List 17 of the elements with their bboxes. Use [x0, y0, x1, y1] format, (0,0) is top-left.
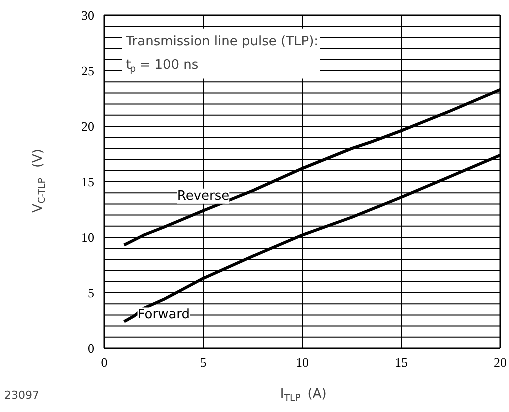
- y-tick-label: 10: [82, 230, 94, 245]
- series-label: Forward: [138, 308, 190, 323]
- y-tick-label: 5: [88, 286, 94, 300]
- y-tick-label: 15: [82, 174, 94, 190]
- x-tick-label: 0: [101, 355, 108, 370]
- y-tick-label: 30: [82, 8, 94, 23]
- x-tick-label: 10: [296, 355, 309, 370]
- y-axis-title: VC-TLP (V): [31, 148, 48, 213]
- series-label: Reverse: [177, 188, 230, 204]
- annotation: Transmission line pulse (TLP):: [125, 34, 319, 50]
- y-tick-label: 20: [82, 119, 94, 134]
- text: 23097: [4, 389, 40, 402]
- x-tick-label: 15: [395, 355, 408, 370]
- y-tick-label: 25: [82, 64, 94, 78]
- x-tick-label: 20: [494, 355, 507, 370]
- y-tick-label: 0: [88, 341, 94, 356]
- x-tick-label: 5: [200, 355, 207, 370]
